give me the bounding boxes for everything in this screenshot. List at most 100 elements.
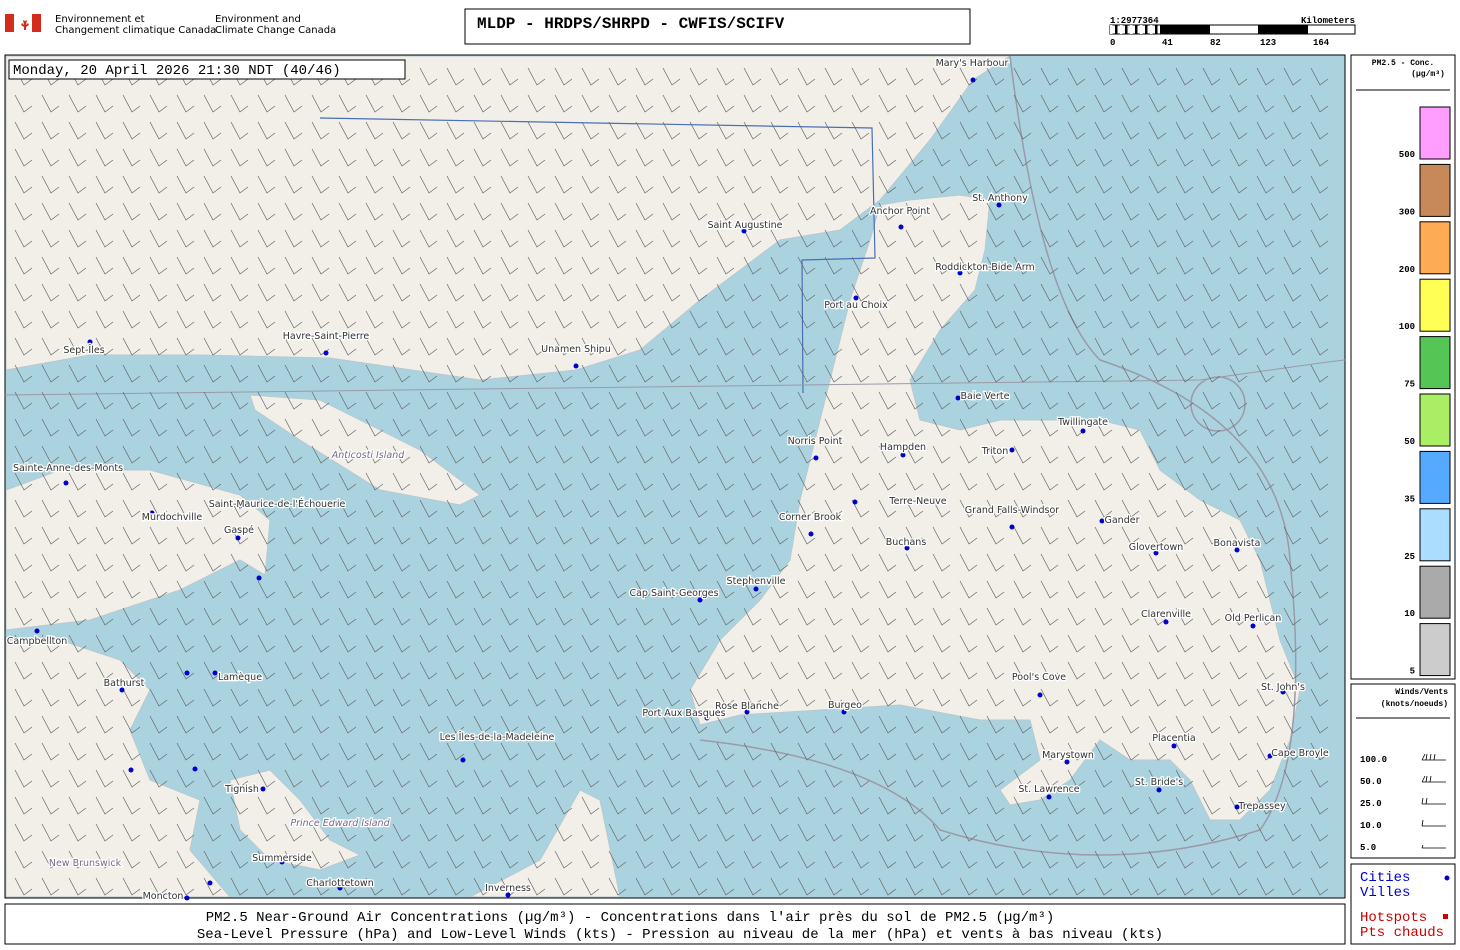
city-dot — [505, 892, 511, 898]
city-dot — [1234, 804, 1240, 810]
legend-swatch — [1419, 163, 1451, 217]
city-dot — [279, 859, 285, 865]
flag-bar — [5, 14, 14, 32]
title-box — [464, 8, 971, 45]
city-dot — [128, 767, 134, 773]
wind-legend-title: (knots/noeuds) — [1381, 700, 1448, 709]
wind-barbs — [14, 67, 1329, 896]
footer-line: PM2.5 Near-Ground Air Concentrations (µg… — [206, 910, 1055, 926]
region-label: Terre-Neuve — [888, 496, 946, 507]
legend-swatch — [1419, 278, 1451, 332]
key-box — [1350, 863, 1456, 945]
wind-legend-title: Winds/Vents — [1395, 688, 1448, 697]
legend-label: 35 — [1404, 494, 1415, 504]
footer-box — [4, 903, 1346, 945]
city-dot — [813, 455, 819, 461]
city-dot — [904, 545, 910, 551]
scale-tick: 123 — [1260, 38, 1276, 48]
wind-label: 100.0 — [1360, 755, 1387, 765]
city-label: Moncton — [143, 891, 184, 902]
city-dot — [852, 499, 858, 505]
city-label: Gaspé — [224, 525, 254, 536]
city-label: St. Bride's — [1135, 777, 1183, 788]
city-label: Corner Brook — [779, 512, 842, 523]
city-label: Sept-Îles — [63, 344, 104, 356]
city-label: Bonavista — [1214, 538, 1261, 549]
wind-field — [14, 67, 1329, 896]
city-dot — [898, 224, 904, 230]
city-dot — [149, 510, 155, 516]
wind-symbol — [1421, 844, 1446, 849]
city-label: Clarenville — [1141, 609, 1191, 620]
city-label: Grand Falls-Windsor — [965, 505, 1059, 516]
city-label: Roddickton-Bide Arm — [935, 262, 1035, 273]
legend-title: (µg/m³) — [1411, 70, 1445, 79]
land-quebec — [5, 55, 1012, 381]
flag-bar — [32, 14, 41, 32]
map: Mary's Harbour Saint Augustine Anchor Poin… — [4, 54, 1346, 903]
city-dot — [34, 628, 40, 634]
scale-unit: Kilometers — [1301, 16, 1355, 26]
city-label: Inverness — [485, 883, 531, 894]
city-label: Gander — [1105, 515, 1140, 526]
city-dot — [87, 339, 93, 345]
scale-subdivision — [1140, 25, 1143, 34]
legend-swatch — [1419, 336, 1451, 390]
city-label: Port au Choix — [824, 300, 888, 311]
legend-swatch — [1419, 221, 1451, 275]
city-label: Twillingate — [1057, 417, 1108, 428]
key-hotspots: Hotspots — [1360, 910, 1427, 926]
city-dot — [853, 295, 859, 301]
scale-tick: 164 — [1313, 38, 1330, 48]
scale-subdivision — [1130, 25, 1133, 34]
scale-subdivision — [1135, 25, 1138, 34]
city-dot — [337, 885, 343, 891]
scale-ratio: 1:2977364 — [1110, 16, 1159, 26]
scale-tick: 82 — [1210, 38, 1221, 48]
city-label: Glovertown — [1129, 542, 1184, 553]
legend-swatch — [1419, 565, 1451, 619]
wind-label: 50.0 — [1360, 777, 1382, 787]
city-dot — [808, 531, 814, 537]
city-dot — [1163, 619, 1169, 625]
city-dot — [460, 757, 466, 763]
legend-label: 300 — [1399, 207, 1415, 217]
city-label: Summerside — [252, 853, 312, 864]
city-dot — [996, 202, 1002, 208]
city-dot — [237, 503, 243, 509]
footer: PM2.5 Near-Ground Air Concentrations (µg… — [4, 903, 1346, 945]
city-label: Bathurst — [104, 678, 145, 689]
city-dot — [323, 350, 329, 356]
legend-title: PM2.5 - Conc. — [1372, 59, 1434, 68]
wind-label: 25.0 — [1360, 799, 1382, 809]
city-dot — [1009, 447, 1015, 453]
wind-symbol — [1421, 819, 1446, 827]
city-dot — [1156, 787, 1162, 793]
city-dot — [753, 586, 759, 592]
city-dot — [1234, 547, 1240, 553]
scale-subdivision — [1115, 25, 1118, 34]
legend-swatch — [1419, 508, 1451, 562]
city-label: Pool's Cove — [1012, 672, 1066, 683]
city-label: Tignish — [224, 784, 259, 795]
city-label: Baie Verte — [961, 391, 1010, 402]
city-dot — [697, 597, 703, 603]
key-cities: Villes — [1360, 885, 1410, 901]
agency-fr: Environnement et — [55, 14, 145, 25]
scale-subdivision — [1150, 25, 1153, 34]
wind-legend-box — [1350, 683, 1456, 859]
timestamp-box — [8, 59, 406, 80]
region-label: Anticosti Island — [331, 450, 405, 461]
key-cities: Cities — [1360, 870, 1410, 886]
city-dot — [1046, 794, 1052, 800]
legend-swatch — [1419, 106, 1451, 160]
city-dot — [235, 535, 241, 541]
land-cape-breton — [469, 789, 621, 898]
legend-swatch — [1419, 450, 1451, 504]
city-label: St. John's — [1261, 682, 1305, 693]
maple-leaf — [21, 16, 29, 30]
legend-swatch — [1419, 393, 1451, 447]
city-label: Placentia — [1152, 733, 1195, 744]
city-dot — [970, 77, 976, 83]
